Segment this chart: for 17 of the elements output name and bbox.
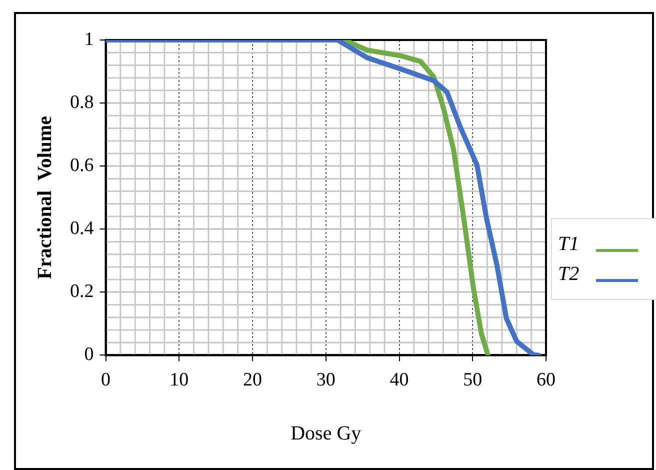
y-tick-label: 0.8 <box>70 92 94 114</box>
y-tick-label: 0.2 <box>70 281 94 302</box>
y-tick-label: 0 <box>84 344 94 366</box>
legend-label: T1 <box>558 233 580 256</box>
x-axis-title: Dose Gy <box>290 422 362 444</box>
y-tick-label: 0.6 <box>70 155 94 176</box>
y-axis-title: Fractional Volume <box>34 116 56 280</box>
x-tick-label: 10 <box>170 370 189 391</box>
x-tick-label: 0 <box>101 370 110 391</box>
x-tick-label: 50 <box>463 370 482 391</box>
x-tick-label: 20 <box>243 370 262 391</box>
x-tick-label: 60 <box>536 370 556 391</box>
y-tick-label: 0.4 <box>70 218 94 240</box>
legend-label: T2 <box>558 263 580 286</box>
y-tick-label: 1 <box>84 28 94 50</box>
x-tick-label: 30 <box>316 370 336 391</box>
x-tick-label: 40 <box>390 370 409 391</box>
